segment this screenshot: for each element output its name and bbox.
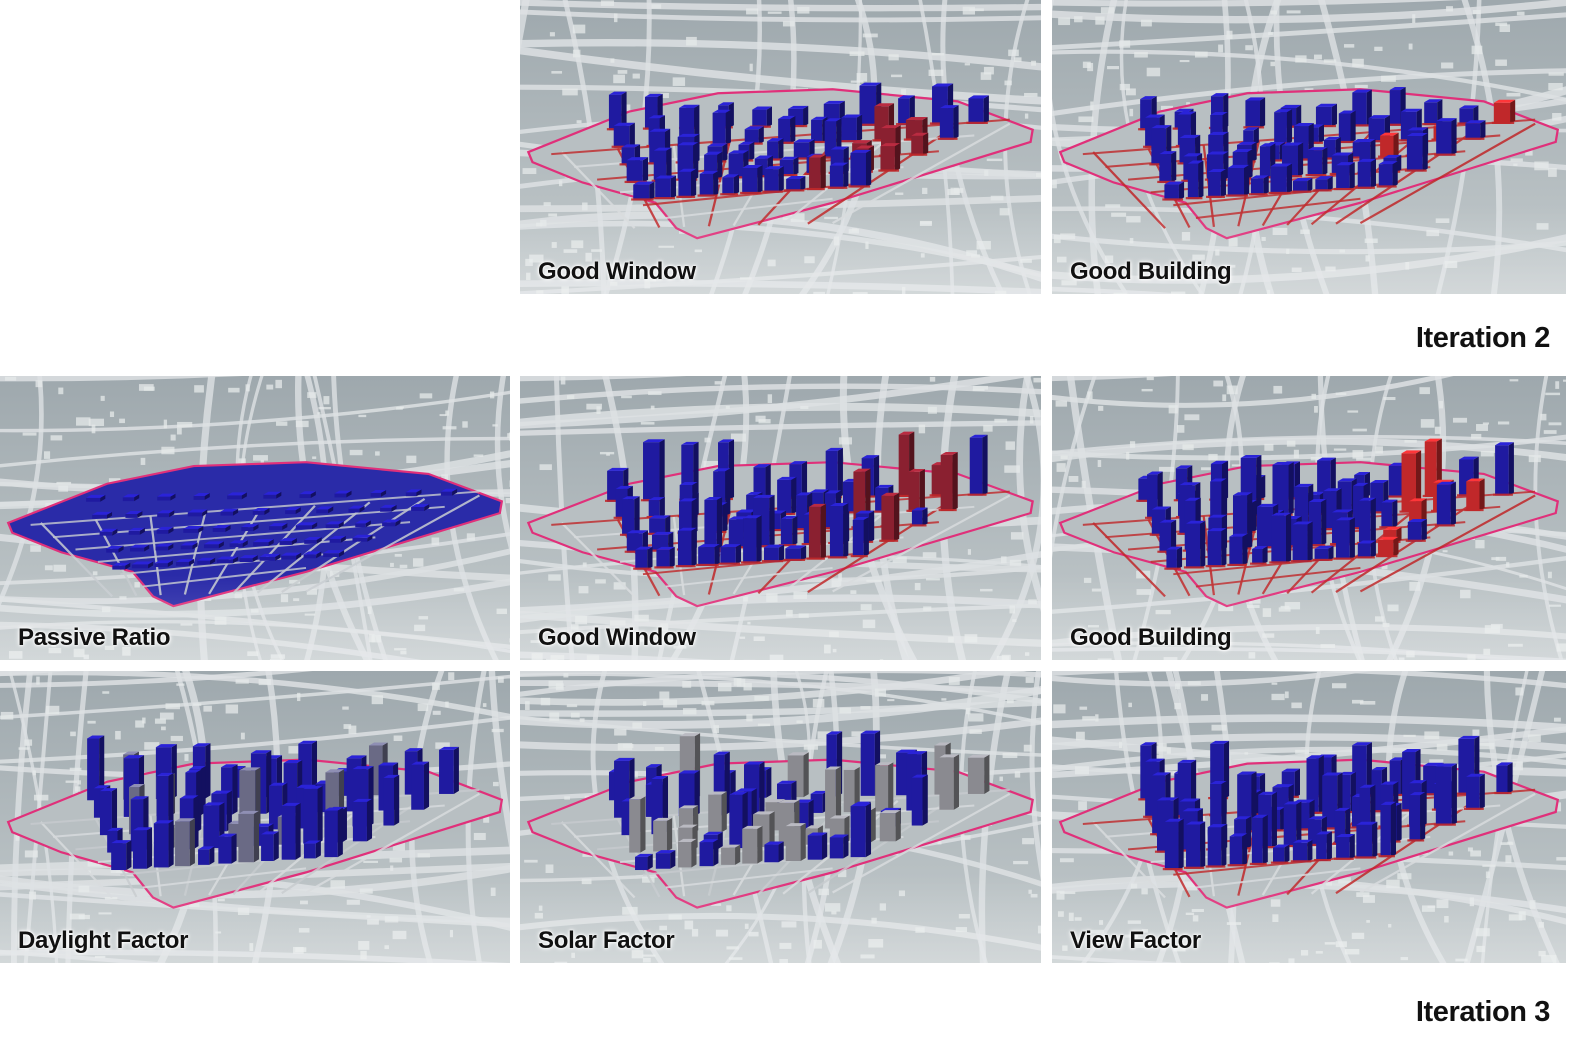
panel-it2-good-window: Good Window: [520, 0, 1041, 294]
site-render-image: [1052, 0, 1566, 294]
panel-caption: View Factor: [1070, 927, 1201, 954]
panel-caption: Good Building: [1070, 258, 1232, 285]
panel-it3-solar-factor: Solar Factor: [520, 671, 1041, 963]
iteration-2-label: Iteration 2: [1415, 322, 1551, 354]
site-render-image: [1052, 671, 1566, 963]
panel-caption: Good Building: [1070, 624, 1232, 651]
site-render-image: [520, 0, 1041, 294]
panel-it2-good-building: Good Building: [1052, 0, 1566, 294]
panel-it3-passive-ratio: Passive Ratio: [0, 376, 510, 660]
panel-it3-good-building: Good Building: [1052, 376, 1566, 660]
panel-it3-good-window: Good Window: [520, 376, 1041, 660]
iteration-3-label: Iteration 3: [1415, 996, 1551, 1028]
panel-caption: Good Window: [538, 258, 696, 285]
panel-it3-daylight-factor: Daylight Factor: [0, 671, 510, 963]
panel-it3-view-factor: View Factor: [1052, 671, 1566, 963]
site-render-image: [0, 376, 510, 660]
panel-caption: Passive Ratio: [18, 624, 171, 651]
panel-caption: Good Window: [538, 624, 696, 651]
site-render-image: [1052, 376, 1566, 660]
panel-caption: Daylight Factor: [18, 927, 189, 954]
site-render-image: [0, 671, 510, 963]
site-render-image: [520, 376, 1041, 660]
site-render-image: [520, 671, 1041, 963]
panel-caption: Solar Factor: [538, 927, 675, 954]
